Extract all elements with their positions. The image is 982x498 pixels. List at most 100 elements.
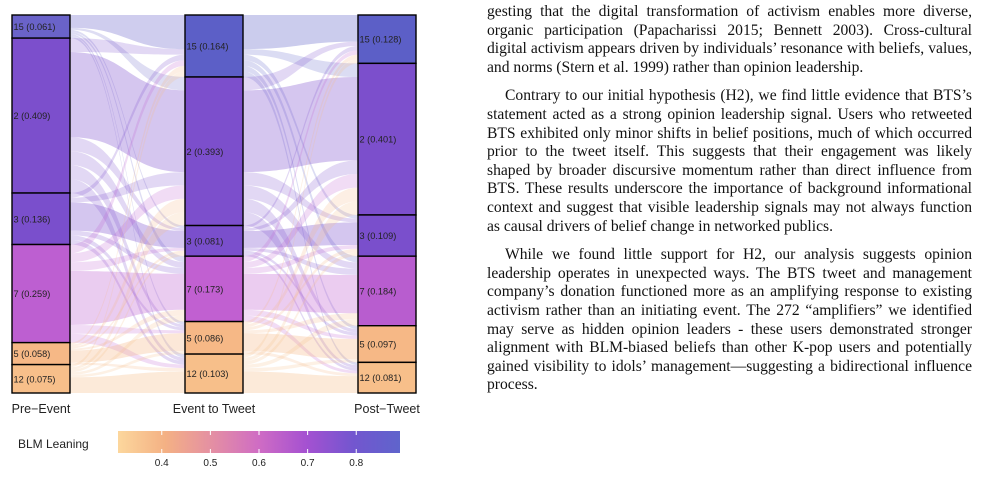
node-label-2-3: 3 (0.109) — [360, 231, 397, 241]
flow-3-to-15 — [243, 45, 358, 229]
flow-12-to-12 — [243, 371, 358, 393]
legend-tick-label-2: 0.6 — [252, 458, 266, 469]
flow-5-to-12 — [70, 362, 185, 372]
flow-5-to-15 — [70, 65, 185, 345]
flow-3-to-12 — [243, 253, 358, 371]
flow-3-to-3 — [70, 202, 185, 248]
flow-15-to-12 — [243, 71, 358, 366]
flow-5-to-5 — [70, 333, 185, 363]
flow-7-to-5 — [70, 324, 185, 334]
stage-labels: Pre−Event Event to Tweet Post−Tweet — [12, 402, 421, 416]
flow-2-to-5 — [70, 165, 185, 328]
flow-15-to-15 — [70, 15, 185, 50]
stage-label-2: Post−Tweet — [354, 402, 420, 416]
flow-3-to-7 — [243, 247, 358, 275]
flow-5-to-15 — [243, 54, 358, 325]
flow-3-to-7 — [70, 230, 185, 274]
flow-2-to-3 — [243, 172, 358, 223]
flow-15-to-7 — [243, 60, 358, 263]
flow-3-to-3 — [243, 222, 358, 248]
flow-2-to-15 — [70, 38, 185, 55]
flow-7-to-12 — [70, 333, 185, 369]
flow-5-to-3 — [243, 248, 358, 331]
flow-2-to-15 — [243, 41, 358, 91]
flow-12-to-2 — [243, 201, 358, 362]
flow-12-to-7 — [70, 315, 185, 375]
node-label-1-5: 5 (0.086) — [187, 333, 224, 343]
node-2-7 — [357, 255, 417, 327]
flow-5-to-7 — [243, 313, 358, 334]
paragraph-2: Contrary to our initial hypothesis (H2),… — [487, 87, 972, 235]
flow-7-to-7 — [70, 271, 185, 325]
node-label-1-12: 12 (0.103) — [187, 369, 229, 379]
color-legend: BLM Leaning 0.4 0.5 0.6 0.7 0.8 — [18, 431, 400, 469]
flow-12-to-12 — [70, 371, 185, 393]
flow-7-to-15 — [243, 50, 358, 263]
legend-title: BLM Leaning — [18, 437, 89, 451]
node-1-15 — [184, 14, 244, 78]
flow-15-to-5 — [243, 65, 358, 330]
flow-2-to-3 — [70, 137, 185, 232]
flow-7-to-7 — [243, 273, 358, 314]
node-2-5 — [357, 325, 417, 364]
node-0-12 — [11, 363, 71, 394]
flow-7-to-3 — [243, 245, 358, 274]
node-label-0-5: 5 (0.058) — [14, 349, 51, 359]
flow-15-to-3 — [243, 54, 358, 219]
node-label-0-12: 12 (0.075) — [14, 374, 56, 384]
flow-3-to-5 — [243, 250, 358, 336]
node-label-1-3: 3 (0.081) — [187, 236, 224, 246]
node-1-7 — [184, 255, 244, 323]
legend-tick-label-4: 0.8 — [349, 458, 363, 469]
flow-2-to-2 — [243, 77, 358, 173]
flow-12-to-3 — [243, 252, 358, 365]
flow-3-to-5 — [70, 235, 185, 331]
node-0-3 — [11, 192, 71, 246]
flow-7-to-12 — [243, 315, 358, 374]
stage-label-1: Event to Tweet — [173, 402, 256, 416]
flow-15-to-15 — [243, 15, 358, 50]
flow-3-to-12 — [70, 239, 185, 365]
flow-7-to-2 — [243, 174, 358, 268]
stage-label-0: Pre−Event — [12, 402, 71, 416]
flow-12-to-7 — [243, 319, 358, 369]
flow-5-to-5 — [243, 333, 358, 360]
flow-15-to-7 — [70, 31, 185, 263]
flow-12-to-5 — [70, 351, 185, 378]
paragraph-1: gesting that the digital transformation … — [487, 3, 972, 76]
legend-tick-label-3: 0.7 — [301, 458, 315, 469]
flow-2-to-7 — [70, 151, 185, 268]
node-label-0-7: 7 (0.259) — [14, 289, 51, 299]
node-2-2 — [357, 62, 417, 216]
flow-5-to-7 — [70, 309, 185, 351]
alluvial-figure: 15 (0.061) 2 (0.409) 3 (0.136) 7 (0.259) 5 (… — [0, 0, 440, 498]
node-label-0-2: 2 (0.409) — [14, 111, 51, 121]
node-label-1-7: 7 (0.173) — [187, 284, 224, 294]
flow-12-to-15 — [70, 71, 185, 368]
node-label-2-7: 7 (0.184) — [360, 286, 397, 296]
node-label-0-15: 15 (0.061) — [14, 22, 56, 32]
legend-tick-label-0: 0.4 — [155, 458, 169, 469]
flow-2-to-7 — [243, 185, 358, 269]
flow-15-to-3 — [70, 29, 185, 229]
flow-7-to-15 — [70, 60, 185, 254]
flow-12-to-15 — [243, 59, 358, 358]
node-2-3 — [357, 214, 417, 257]
flow-3-to-15 — [70, 54, 185, 198]
flow-5-to-2 — [70, 198, 185, 347]
node-1-5 — [184, 320, 244, 355]
flow-2-to-2 — [70, 52, 185, 173]
flow-15-to-5 — [70, 33, 185, 325]
flow-15-to-2 — [70, 27, 185, 91]
paper-text-column: gesting that the digital transformation … — [487, 0, 972, 498]
flow-12-to-5 — [243, 359, 358, 372]
flow-12-to-2 — [70, 212, 185, 370]
flow-2-to-12 — [243, 212, 358, 368]
legend-colorbar — [118, 431, 400, 453]
node-label-2-12: 12 (0.081) — [360, 373, 402, 383]
node-label-1-2: 2 (0.393) — [187, 147, 224, 157]
flow-5-to-2 — [243, 187, 358, 328]
paragraph-3: While we found little support for H2, ou… — [487, 246, 972, 394]
node-label-1-15: 15 (0.164) — [187, 41, 229, 51]
flow-7-to-3 — [70, 247, 185, 272]
